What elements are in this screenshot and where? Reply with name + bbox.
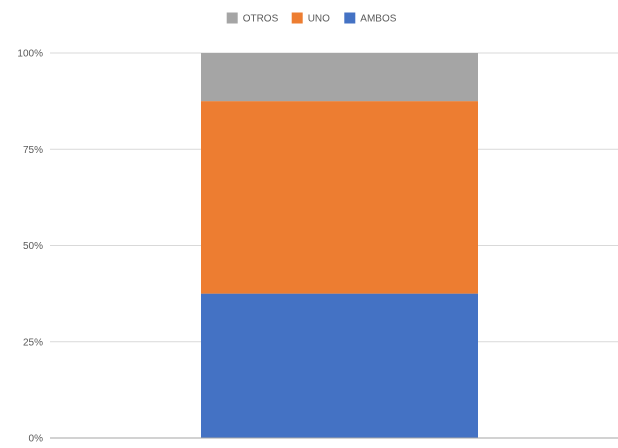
legend: OTROS UNO AMBOS — [226, 12, 397, 25]
y-tick-label: 0% — [29, 434, 44, 445]
y-tick-label: 25% — [23, 337, 43, 348]
legend-label-ambos: AMBOS — [360, 14, 396, 25]
bars — [201, 53, 478, 438]
legend-swatch-ambos — [344, 12, 356, 24]
y-tick-label: 50% — [23, 241, 43, 252]
y-tick-label: 100% — [17, 49, 43, 60]
bar-segment-uno — [201, 101, 478, 294]
y-axis-tick-labels: 0% 25% 50% 75% 100% — [17, 49, 43, 445]
legend-label-otros: OTROS — [243, 14, 279, 25]
legend-swatch-uno — [291, 12, 303, 24]
bar-segment-ambos — [201, 293, 478, 438]
legend-label-uno: UNO — [308, 14, 330, 25]
y-tick-label: 75% — [23, 145, 43, 156]
bar-segment-otros — [201, 53, 478, 102]
legend-swatch-otros — [226, 12, 238, 24]
